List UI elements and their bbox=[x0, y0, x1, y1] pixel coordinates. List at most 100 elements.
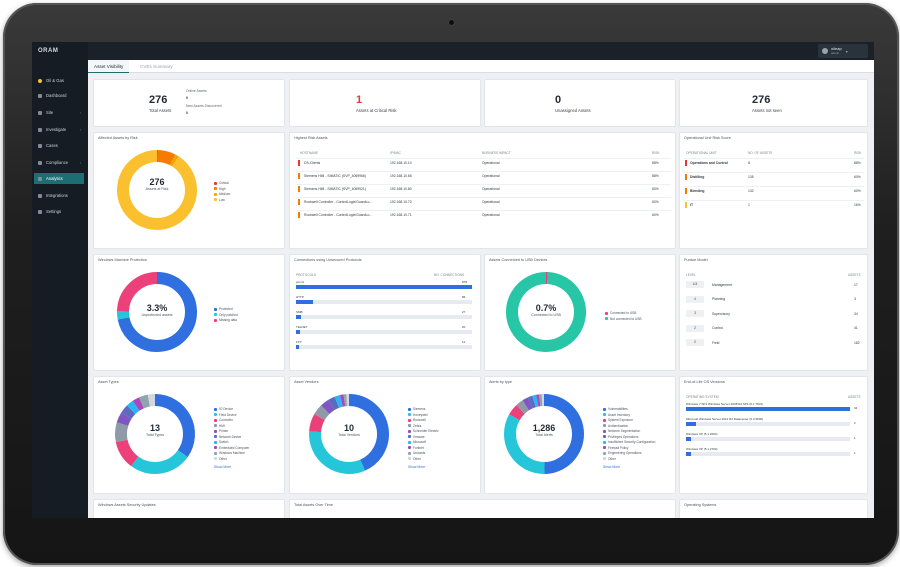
legend-item[interactable]: Schneider Electric bbox=[408, 429, 439, 433]
alerts-donut[interactable] bbox=[501, 391, 587, 477]
tab-asset-visibility[interactable]: Asset Visibility bbox=[88, 60, 130, 73]
legend-item[interactable]: Protected bbox=[214, 307, 233, 311]
legend-item[interactable]: Field Device bbox=[214, 413, 237, 417]
legend-item[interactable]: Firewall Policy bbox=[603, 446, 628, 450]
legend-item[interactable]: Connected to USB bbox=[605, 311, 636, 315]
legend-item[interactable]: Asset Inventory bbox=[603, 413, 630, 417]
legend-item[interactable]: Network Segmentation bbox=[603, 429, 640, 433]
donut-segment[interactable] bbox=[339, 394, 346, 407]
legend-item[interactable]: Authentication bbox=[603, 424, 628, 428]
legend-item[interactable]: Microsoft bbox=[408, 440, 426, 444]
sidebar-item-compliance[interactable]: Compliance › bbox=[34, 157, 84, 168]
legend-item[interactable]: Vulnerabilities bbox=[603, 407, 628, 411]
donut-segment[interactable] bbox=[309, 414, 325, 433]
legend-item[interactable]: Unicasts bbox=[408, 451, 425, 455]
donut-segment[interactable] bbox=[116, 412, 132, 427]
cell-hostname[interactable]: DS-Clients bbox=[304, 161, 321, 165]
legend-item[interactable]: Network Device bbox=[214, 435, 241, 439]
legend-item[interactable]: Other bbox=[408, 457, 421, 461]
legend-item[interactable]: Engineering Operations bbox=[603, 451, 642, 455]
legend-item[interactable]: Low bbox=[214, 198, 225, 202]
legend-item[interactable]: Embedded Computer bbox=[214, 446, 249, 450]
donut-segment[interactable] bbox=[127, 400, 140, 415]
donut-segment[interactable] bbox=[509, 405, 525, 421]
kpi-critical-risk[interactable]: 1 Assets at Critical Risk bbox=[289, 79, 481, 127]
sidebar-item-dashboard[interactable]: Dashboard bbox=[34, 90, 84, 101]
sidebar-item-integrations[interactable]: Integrations bbox=[34, 190, 84, 201]
legend-item[interactable]: Critical bbox=[214, 181, 229, 185]
donut-segment[interactable] bbox=[543, 394, 584, 474]
legend-item[interactable]: HMI bbox=[214, 424, 225, 428]
kpi-not-seen[interactable]: 276 Assets not seen bbox=[679, 79, 868, 127]
cell-unit[interactable]: Operations and Control bbox=[690, 161, 728, 165]
cell-hostname[interactable]: Siemens HMI - SIMATIC (SVP_4069966) bbox=[304, 174, 366, 178]
vendors-show-more-link[interactable]: Show More bbox=[408, 465, 426, 469]
legend-item[interactable]: Fortinet bbox=[408, 446, 424, 450]
donut-segment[interactable] bbox=[157, 150, 176, 166]
purdue-name[interactable]: Field bbox=[712, 340, 720, 345]
protocol-bar[interactable] bbox=[296, 345, 299, 349]
legend-item[interactable]: Printer bbox=[214, 429, 228, 433]
donut-segment[interactable] bbox=[506, 272, 586, 352]
asset-vendors-donut[interactable] bbox=[306, 391, 392, 477]
donut-segment[interactable] bbox=[321, 399, 335, 415]
cell-unit[interactable]: Blending bbox=[690, 189, 705, 193]
donut-segment[interactable] bbox=[314, 405, 330, 421]
donut-segment[interactable] bbox=[532, 394, 539, 408]
sidebar-item-site-selector[interactable]: Oil & Gas bbox=[34, 75, 84, 86]
alerts-show-more-link[interactable]: Show More bbox=[603, 465, 621, 469]
donut-segment[interactable] bbox=[121, 405, 136, 420]
legend-item[interactable]: Medium bbox=[214, 192, 230, 196]
legend-item[interactable]: Insufficient Security Configuration bbox=[603, 440, 655, 444]
sidebar-item-site[interactable]: Site › bbox=[34, 107, 84, 118]
purdue-name[interactable]: Planning bbox=[712, 297, 726, 301]
donut-segment[interactable] bbox=[334, 395, 343, 408]
protocol-bar[interactable] bbox=[296, 285, 472, 289]
cell-hostname[interactable]: Siemens HMI - SIMATIC (SVP_4069921) bbox=[304, 187, 366, 191]
legend-item[interactable]: Privileged Operations bbox=[603, 435, 638, 439]
donut-segment[interactable] bbox=[115, 439, 139, 467]
legend-item[interactable]: Vmware bbox=[408, 435, 425, 439]
legend-item[interactable]: Other bbox=[603, 457, 616, 461]
legend-item[interactable]: Honeywell bbox=[408, 413, 428, 417]
legend-item[interactable]: IO Device bbox=[214, 407, 233, 411]
purdue-name[interactable]: Control bbox=[712, 326, 723, 330]
purdue-name[interactable]: Management bbox=[712, 282, 732, 287]
cell-unit[interactable]: Distilling bbox=[690, 175, 705, 179]
donut-segment[interactable] bbox=[348, 394, 389, 471]
donut-segment[interactable] bbox=[131, 449, 188, 474]
purdue-name[interactable]: Supervisory bbox=[712, 311, 730, 316]
donut-segment[interactable] bbox=[132, 397, 144, 411]
sidebar-item-analytics[interactable]: Analytics bbox=[34, 173, 84, 184]
donut-segment[interactable] bbox=[117, 311, 130, 320]
cell-hostname[interactable]: Rockwell Controller - ControlLogix/Guard… bbox=[304, 213, 373, 217]
os-bar[interactable] bbox=[686, 422, 696, 426]
legend-item[interactable]: Windows Machine bbox=[214, 451, 245, 455]
protection-donut[interactable] bbox=[114, 269, 200, 355]
asset-types-donut[interactable] bbox=[112, 391, 198, 477]
donut-segment[interactable] bbox=[522, 397, 533, 411]
donut-segment[interactable] bbox=[527, 395, 536, 409]
cell-unit[interactable]: IT bbox=[690, 203, 694, 207]
donut-segment[interactable] bbox=[117, 150, 197, 230]
donut-segment[interactable] bbox=[117, 272, 197, 352]
types-show-more-link[interactable]: Show More bbox=[214, 465, 232, 469]
tab-cves-summary[interactable]: CVEs Summary bbox=[140, 64, 173, 69]
kpi-unassigned[interactable]: 0 Unassigned Assets bbox=[484, 79, 676, 127]
protocol-bar[interactable] bbox=[296, 300, 314, 304]
donut-segment[interactable] bbox=[147, 394, 156, 407]
os-bar[interactable] bbox=[686, 437, 691, 441]
legend-item[interactable]: Switch bbox=[214, 440, 228, 444]
affected-risk-donut[interactable] bbox=[114, 147, 200, 233]
legend-item[interactable]: Controller bbox=[214, 418, 233, 422]
legend-item[interactable]: System Exposure bbox=[603, 418, 633, 422]
sidebar-item-cases[interactable]: Cases bbox=[34, 140, 84, 151]
donut-segment[interactable] bbox=[139, 394, 151, 409]
donut-segment[interactable] bbox=[154, 394, 195, 458]
os-bar[interactable] bbox=[686, 452, 691, 456]
protocol-bar[interactable] bbox=[296, 315, 302, 319]
donut-segment[interactable] bbox=[309, 431, 365, 474]
legend-item[interactable]: Missing data bbox=[214, 318, 237, 322]
donut-segment[interactable] bbox=[117, 272, 158, 312]
kpi-total-assets[interactable]: 276 Total Assets Online Assets 0 New Ass… bbox=[93, 79, 285, 127]
